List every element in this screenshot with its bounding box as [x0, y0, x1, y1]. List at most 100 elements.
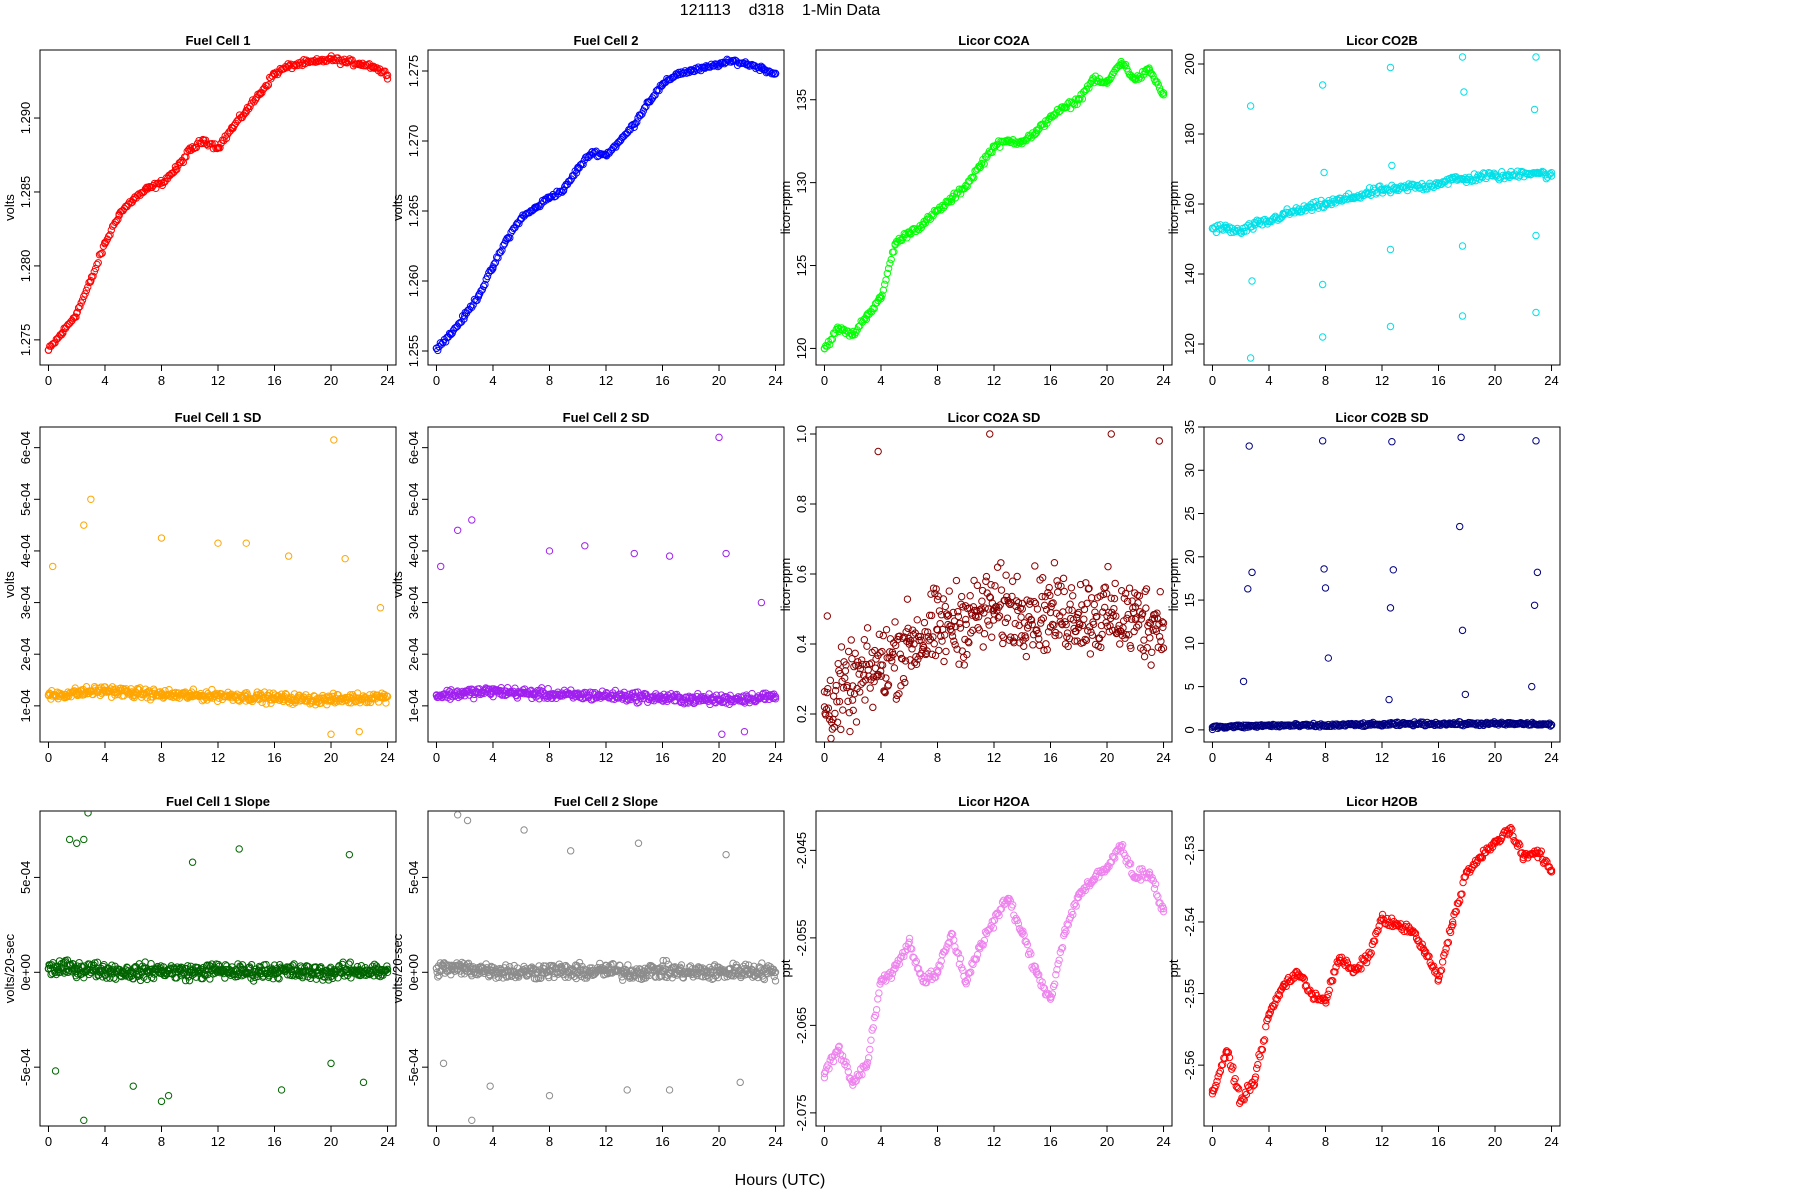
data-point	[893, 691, 901, 700]
data-point	[711, 961, 719, 969]
y-tick-label: 4e-04	[18, 534, 33, 567]
data-point	[927, 611, 936, 620]
x-tick-label: 24	[768, 373, 782, 388]
y-tick-label: 1.270	[406, 125, 421, 158]
data-point	[175, 694, 184, 702]
data-point	[864, 1054, 873, 1062]
data-point	[899, 674, 908, 683]
panel-title: Fuel Cell 2	[573, 33, 638, 48]
x-tick-label: 0	[821, 750, 828, 765]
data-point	[1081, 886, 1089, 895]
data-point	[1233, 1083, 1242, 1092]
data-point	[1054, 960, 1062, 968]
y-tick-label: 1.285	[18, 176, 33, 209]
data-point	[496, 248, 505, 256]
data-point	[108, 961, 116, 969]
data-point	[822, 705, 831, 714]
data-point	[951, 641, 959, 649]
data-point	[1332, 963, 1340, 971]
x-tick-label: 4	[101, 1134, 108, 1149]
data-point	[1127, 644, 1135, 652]
data-point	[940, 657, 948, 666]
data-point	[1072, 627, 1080, 636]
data-points	[820, 430, 1168, 742]
data-point	[1098, 630, 1106, 639]
data-points	[1208, 824, 1556, 1107]
data-point	[1142, 585, 1151, 593]
data-point	[1134, 621, 1143, 629]
data-point	[1125, 584, 1134, 592]
y-tick-label: 2e-04	[18, 638, 33, 671]
data-point	[1441, 949, 1449, 957]
x-tick-label: 20	[1488, 1134, 1502, 1149]
outlier-point	[1324, 654, 1333, 662]
chart-panel-2: Fuel Cell 20 4 8 12 16 20 241.2551.2601.2651.2…	[390, 33, 785, 388]
data-point	[884, 264, 893, 273]
data-point	[551, 192, 560, 200]
data-point	[503, 234, 511, 242]
outlier-point	[736, 1078, 744, 1087]
data-point	[998, 631, 1006, 639]
data-point	[770, 70, 778, 78]
data-point	[1123, 614, 1131, 622]
data-point	[383, 962, 391, 970]
data-point	[1105, 862, 1113, 871]
data-point	[1400, 927, 1408, 936]
data-points	[44, 436, 392, 738]
data-point	[1056, 948, 1065, 957]
outlier-point	[330, 436, 338, 444]
data-point	[226, 127, 235, 135]
data-point	[935, 607, 944, 615]
data-point	[752, 969, 761, 977]
x-tick-label: 16	[267, 1134, 281, 1149]
data-point	[1031, 562, 1039, 570]
y-tick-label: 140	[1182, 263, 1197, 285]
data-point	[832, 681, 840, 690]
data-point	[452, 691, 460, 700]
y-tick-label: -2.56	[1182, 1050, 1197, 1080]
data-point	[841, 674, 849, 682]
data-point	[832, 1048, 840, 1056]
data-points	[820, 840, 1168, 1089]
data-point	[1320, 203, 1328, 212]
data-point	[1126, 860, 1135, 868]
y-tick-label: 0.8	[794, 495, 809, 513]
y-axis-label: licor-ppm	[1166, 181, 1181, 234]
data-point	[729, 57, 738, 65]
data-point	[889, 650, 897, 659]
data-point	[1328, 720, 1337, 728]
data-point	[869, 703, 877, 712]
data-point	[938, 201, 946, 210]
data-point	[870, 304, 878, 313]
data-point	[1423, 952, 1431, 961]
data-point	[188, 143, 197, 151]
x-tick-label: 8	[1322, 373, 1329, 388]
data-point	[667, 690, 675, 698]
x-tick-label: 8	[158, 373, 165, 388]
data-point	[1159, 644, 1168, 652]
data-point	[975, 626, 984, 634]
data-point	[290, 960, 298, 968]
y-tick-label: 1.275	[18, 324, 33, 357]
data-point	[1079, 88, 1088, 96]
data-point	[538, 969, 547, 977]
data-point	[474, 688, 483, 697]
data-point	[956, 624, 965, 632]
data-point	[1308, 990, 1316, 999]
data-point	[844, 697, 852, 706]
data-point	[856, 688, 864, 696]
data-point	[1034, 629, 1042, 638]
data-point	[955, 660, 963, 668]
data-point	[347, 974, 355, 982]
data-point	[1142, 604, 1150, 612]
data-point	[1452, 907, 1460, 916]
x-tick-label: 12	[1375, 373, 1389, 388]
data-point	[147, 960, 155, 968]
outlier-point	[277, 1086, 286, 1094]
data-point	[150, 179, 159, 188]
data-point	[1074, 623, 1083, 632]
data-point	[60, 969, 68, 977]
y-tick-label: -2.53	[1182, 836, 1197, 866]
data-point	[1023, 596, 1031, 604]
